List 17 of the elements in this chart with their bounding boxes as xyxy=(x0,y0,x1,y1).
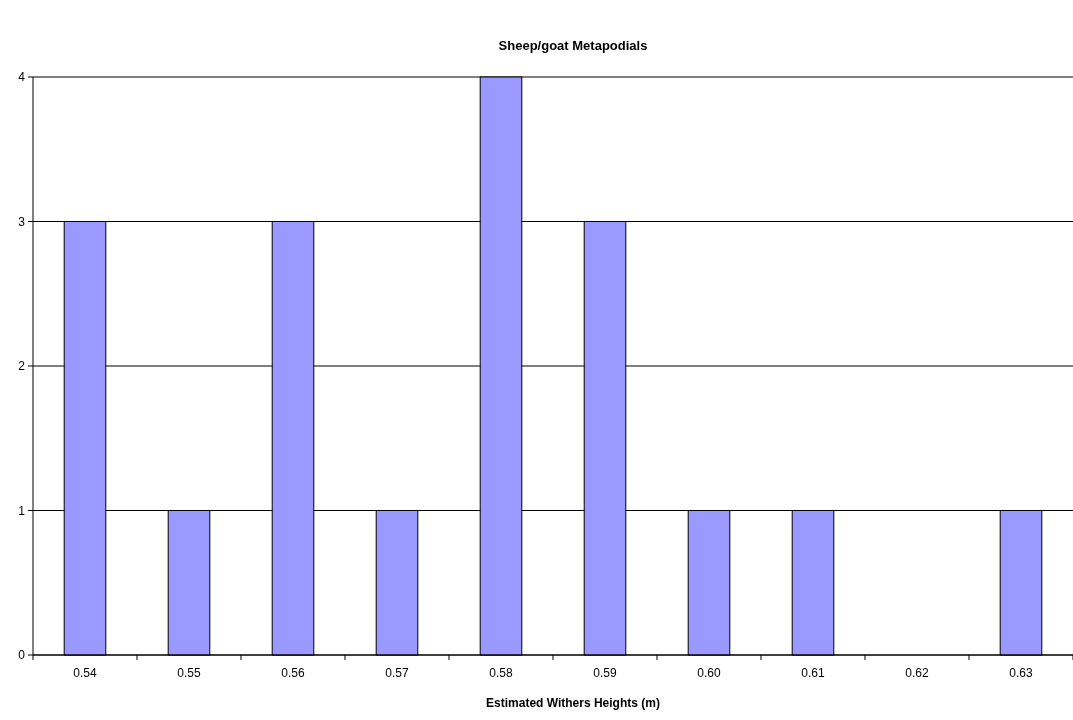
x-tick-label: 0.61 xyxy=(801,666,825,680)
x-tick-label: 0.57 xyxy=(385,666,409,680)
chart-title: Sheep/goat Metapodials xyxy=(498,38,648,53)
y-tick-label: 3 xyxy=(18,214,26,229)
x-tick-label: 0.55 xyxy=(177,666,201,680)
x-tick-label: 0.63 xyxy=(1009,666,1033,680)
y-tick-label: 2 xyxy=(18,359,26,374)
x-axis-title: Estimated Withers Heights (m) xyxy=(486,696,660,710)
x-tick-label: 0.56 xyxy=(281,666,305,680)
y-tick-label: 0 xyxy=(18,648,26,663)
y-tick-label: 4 xyxy=(18,70,26,85)
x-tick-label: 0.54 xyxy=(73,666,97,680)
x-tick-label: 0.62 xyxy=(905,666,929,680)
x-tick-label: 0.58 xyxy=(489,666,513,680)
x-tick-label: 0.60 xyxy=(697,666,721,680)
x-tick-label: 0.59 xyxy=(593,666,617,680)
y-tick-label: 1 xyxy=(18,503,26,518)
